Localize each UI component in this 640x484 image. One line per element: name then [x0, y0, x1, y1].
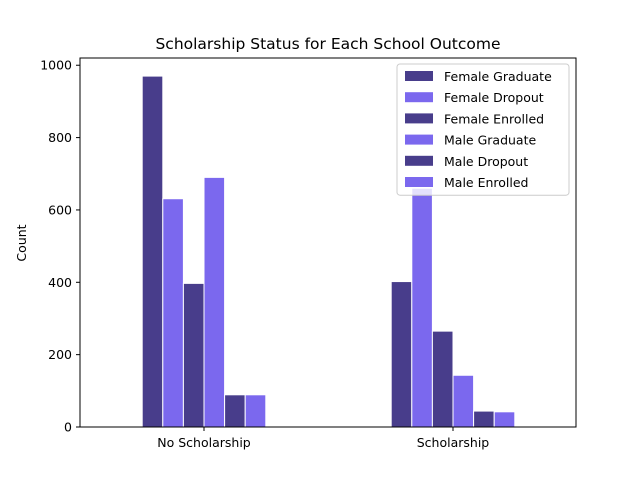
bar-female-dropout-0	[162, 198, 184, 428]
bar-male-graduate-0	[203, 176, 226, 428]
legend-label: Female Enrolled	[444, 111, 544, 126]
bar-female-enrolled-0	[182, 282, 205, 428]
y-tick-label: 200	[48, 347, 72, 362]
y-tick-label: 600	[48, 202, 72, 217]
legend-label: Male Enrolled	[444, 175, 529, 190]
bars-layer	[141, 75, 516, 428]
legend-label: Male Dropout	[444, 154, 528, 169]
bar-male-enrolled-0	[244, 394, 267, 428]
x-tick-label: Scholarship	[417, 435, 490, 450]
legend-label: Male Graduate	[444, 133, 536, 148]
legend-box	[396, 63, 570, 196]
legend-swatch	[405, 134, 433, 145]
bar-female-graduate-1	[390, 281, 413, 428]
legend-label: Female Dropout	[444, 90, 544, 105]
legend-swatch	[405, 113, 433, 124]
legend: Female Graduate Female Dropout Female Enro…	[396, 63, 570, 196]
plot-frame	[79, 57, 577, 428]
y-axis-label: Count	[14, 224, 29, 261]
legend-swatch	[405, 71, 433, 81]
bar-male-dropout-1	[473, 410, 495, 428]
bar-female-dropout-1	[411, 187, 433, 428]
y-tick-label: 1000	[40, 58, 72, 73]
bar-female-graduate-0	[141, 75, 164, 428]
y-tick-label: 400	[48, 275, 72, 290]
bar-male-dropout-0	[224, 394, 246, 428]
legend-swatch	[405, 177, 433, 187]
x-tick-label: No Scholarship	[157, 435, 251, 450]
bar-male-graduate-1	[452, 374, 475, 428]
chart-title: Scholarship Status for Each School Outco…	[155, 35, 500, 53]
legend-swatch	[405, 92, 433, 103]
axes-layer: 0 200 400 600 800 1000 No Scholarship Scholarsh…	[40, 57, 577, 450]
bar-male-enrolled-1	[493, 411, 516, 428]
legend-swatch	[405, 155, 433, 166]
y-tick-label: 0	[64, 420, 72, 435]
legend-label: Female Graduate	[444, 69, 552, 84]
bar-female-enrolled-1	[431, 330, 454, 428]
y-tick-label: 800	[48, 130, 72, 145]
